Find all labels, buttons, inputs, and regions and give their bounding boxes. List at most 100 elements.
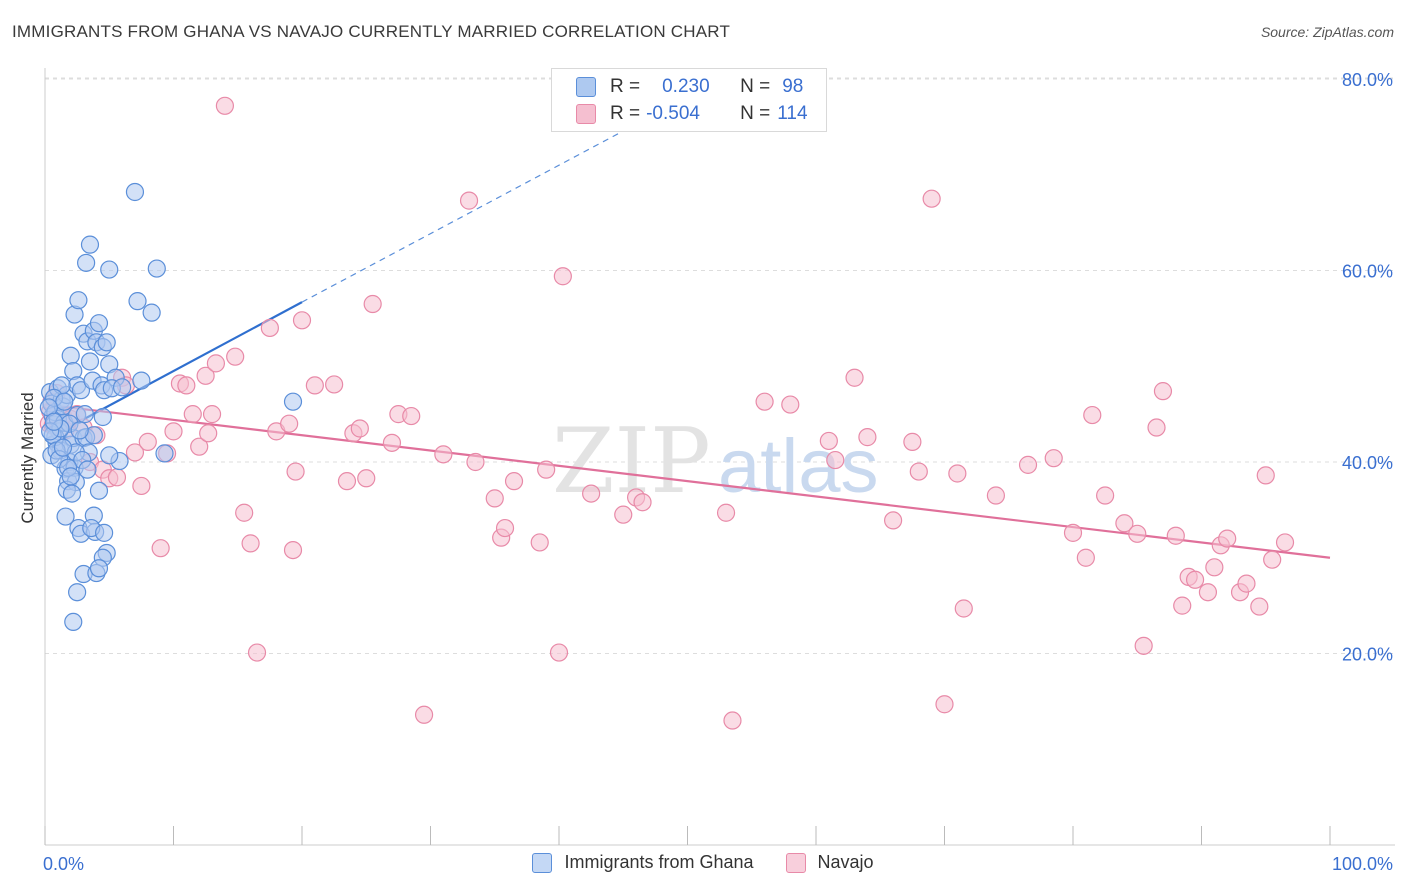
- navajo-point: [553, 267, 572, 286]
- navajo-point: [1275, 533, 1295, 552]
- navajo-point: [1044, 449, 1063, 468]
- navajo-point: [215, 96, 234, 115]
- ghana-point: [89, 481, 109, 500]
- ghana-point: [62, 484, 82, 503]
- navajo-point: [202, 405, 222, 424]
- ghana-point: [97, 333, 116, 352]
- series-legend-label: Immigrants from Ghana: [564, 852, 754, 872]
- navajo-point: [633, 493, 652, 512]
- navajo-point: [337, 472, 357, 491]
- x-tick-label: 100.0%: [1332, 854, 1393, 874]
- ghana-point: [132, 371, 151, 390]
- ghana-point: [44, 412, 64, 431]
- navajo-point: [125, 443, 145, 462]
- x-tick-label: 0.0%: [43, 854, 84, 874]
- navajo-point: [414, 705, 434, 724]
- navajo-point: [138, 432, 157, 451]
- ghana-point: [100, 260, 119, 279]
- ghana-point: [80, 352, 100, 371]
- navajo-point: [434, 445, 453, 464]
- navajo-point: [325, 375, 344, 394]
- navajo-point: [858, 428, 877, 447]
- ghana-point: [70, 421, 89, 440]
- y-tick-label: 60.0%: [1342, 262, 1393, 282]
- navajo-point: [164, 422, 183, 441]
- navajo-point: [286, 462, 305, 481]
- ghana-point: [56, 507, 75, 526]
- navajo-point: [883, 511, 903, 530]
- ghana-point: [155, 444, 174, 463]
- navajo-point: [781, 395, 800, 414]
- navajo-point: [582, 484, 601, 503]
- navajo-point: [459, 191, 479, 210]
- navajo-point: [819, 431, 838, 451]
- navajo-point: [1250, 597, 1269, 616]
- navajo-point: [132, 476, 151, 496]
- navajo-point: [1166, 526, 1185, 545]
- navajo-point: [357, 469, 376, 488]
- navajo-point: [1198, 583, 1218, 602]
- navajo-point: [283, 540, 303, 560]
- series-legend-ghana[interactable]: Immigrants from Ghana: [532, 852, 754, 873]
- navajo-point: [1147, 418, 1166, 437]
- navajo-point: [495, 518, 515, 538]
- y-tick-label: 40.0%: [1342, 453, 1393, 473]
- ghana-point: [64, 612, 83, 632]
- navajo-trend-line: [44, 403, 1331, 559]
- navajo-point: [1173, 596, 1192, 615]
- ghana-point: [69, 291, 88, 310]
- ghana-point: [128, 292, 147, 311]
- legend-r-value: -0.504: [646, 103, 700, 124]
- stats-legend: R = 0.230 N = 98 R = -0.504 N = 114: [551, 68, 827, 132]
- navajo-point: [1096, 486, 1115, 505]
- navajo-point: [485, 489, 504, 508]
- legend-n-value: 114: [777, 103, 808, 124]
- ghana-point: [142, 303, 161, 322]
- navajo-point: [935, 695, 954, 714]
- chart-title: IMMIGRANTS FROM GHANA VS NAVAJO CURRENTL…: [12, 22, 731, 41]
- legend-row-navajo: R = -0.504 N = 114: [576, 101, 808, 127]
- navajo-point: [1134, 636, 1153, 655]
- legend-r-value: 0.230: [662, 76, 710, 97]
- navajo-point: [903, 432, 922, 451]
- ghana-point: [89, 559, 109, 578]
- navajo-point: [241, 534, 260, 553]
- legend-r-label: R =: [610, 103, 641, 124]
- navajo-point: [948, 464, 967, 483]
- y-tick-label: 20.0%: [1342, 645, 1393, 665]
- navajo-point: [151, 539, 170, 558]
- navajo-point: [292, 311, 312, 330]
- ghana-point: [112, 378, 132, 397]
- navajo-point: [954, 599, 973, 618]
- ghana-point: [93, 407, 112, 427]
- navajo-point: [1205, 558, 1224, 577]
- navajo-point: [190, 437, 209, 456]
- navajo-point: [196, 366, 215, 385]
- navajo-point: [1153, 382, 1173, 401]
- navajo-point: [723, 711, 742, 730]
- ghana-point: [61, 467, 80, 486]
- ghana-point: [100, 446, 119, 465]
- ghana-trend-extension: [301, 116, 650, 303]
- navajo-point: [537, 460, 556, 479]
- series-swatch-navajo: [785, 852, 806, 873]
- navajo-point: [1063, 523, 1083, 542]
- navajo-point: [986, 486, 1006, 505]
- navajo-point: [107, 468, 127, 487]
- navajo-point: [1256, 466, 1275, 485]
- watermark: ZIP atlas: [552, 409, 879, 514]
- navajo-point: [1018, 455, 1038, 474]
- y-axis-label: Currently Married: [18, 392, 37, 523]
- navajo-point: [235, 503, 254, 522]
- series-legend-navajo[interactable]: Navajo: [785, 852, 874, 873]
- navajo-point: [530, 533, 549, 552]
- navajo-point: [922, 189, 941, 208]
- legend-r-label: R =: [610, 76, 641, 97]
- navajo-point: [1263, 550, 1282, 569]
- navajo-point: [305, 376, 324, 395]
- legend-n-value: 98: [782, 76, 804, 97]
- navajo-point: [755, 392, 774, 411]
- navajo-point: [199, 424, 218, 443]
- navajo-point: [614, 505, 633, 524]
- navajo-point: [1218, 529, 1237, 548]
